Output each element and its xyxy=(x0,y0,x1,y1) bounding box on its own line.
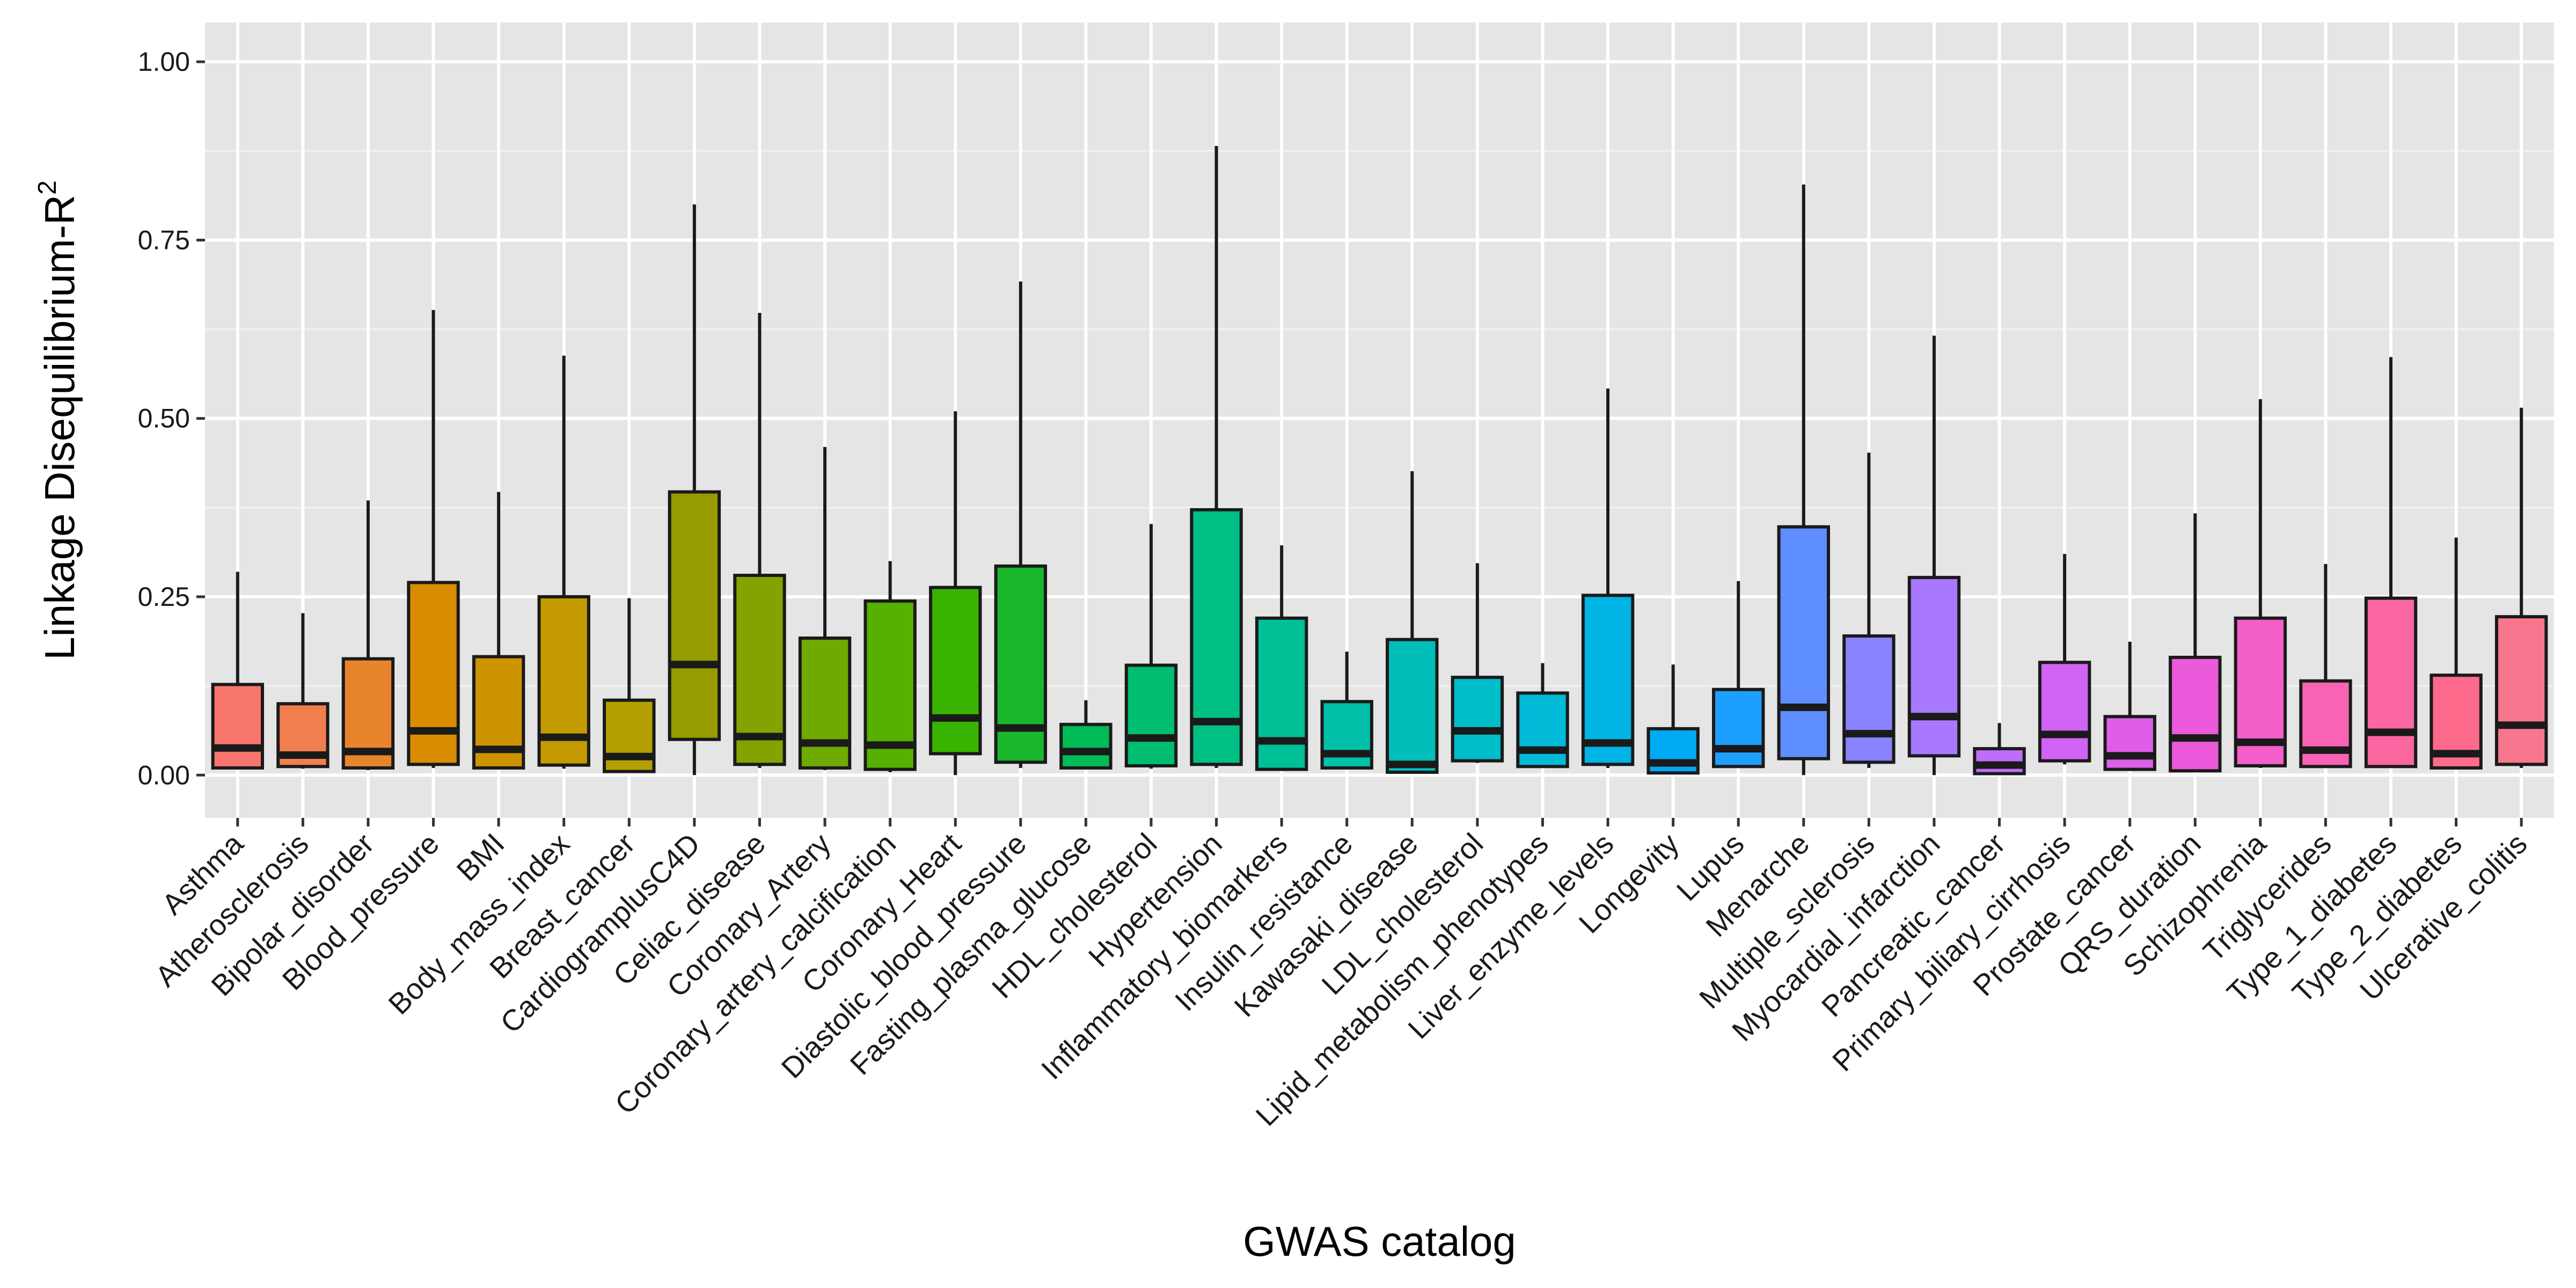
box-Coronary_Artery xyxy=(798,447,852,770)
box-Primary_biliary_cirrhosis xyxy=(2038,554,2091,765)
box-body xyxy=(1255,616,1308,771)
box-Inflammatory_biomarkers xyxy=(1255,545,1308,771)
y-tick-label: 0.75 xyxy=(138,225,190,255)
box-body xyxy=(798,636,852,770)
y-tick-label: 0.00 xyxy=(138,760,190,790)
box-body xyxy=(668,490,721,741)
box-Triglycerides xyxy=(2299,564,2352,769)
box-Breast_cancer xyxy=(603,598,656,773)
box-body xyxy=(2495,615,2548,766)
box-body xyxy=(211,683,264,770)
box-body xyxy=(1190,508,1243,766)
box-body xyxy=(863,599,917,771)
y-tick-label: 0.50 xyxy=(138,404,190,434)
box-HDL_cholesterol xyxy=(1124,524,1178,769)
box-Coronary_artery_calcification xyxy=(863,561,917,772)
box-Pancreatic_cancer xyxy=(1973,723,2026,775)
box-Type_2_diabetes xyxy=(2429,537,2483,770)
box-Asthma xyxy=(211,572,264,770)
box-body xyxy=(1386,638,1439,774)
box-body xyxy=(1973,747,2026,775)
box-body xyxy=(1124,663,1178,767)
box-Multiple_sclerosis xyxy=(1842,452,1896,768)
boxes xyxy=(211,145,2548,775)
box-body xyxy=(1581,594,1635,766)
box-Type_1_diabetes xyxy=(2364,357,2418,769)
box-Ulcerative_colitis xyxy=(2495,407,2548,768)
box-body xyxy=(1451,676,1504,763)
box-body xyxy=(2364,596,2418,769)
box-Longevity xyxy=(1646,664,1700,775)
box-Insulin_resistance xyxy=(1320,652,1373,770)
x-axis: AsthmaAtherosclerosisBipolar_disorderBlo… xyxy=(149,818,2534,1132)
box-LDL_cholesterol xyxy=(1451,563,1504,763)
box-body xyxy=(1059,722,1113,770)
box-Schizophrenia xyxy=(2234,399,2287,768)
grid-minor xyxy=(205,150,2554,687)
box-Celiac_disease xyxy=(733,312,786,768)
box-Hypertension xyxy=(1190,145,1243,768)
box-body xyxy=(1777,525,1830,760)
box-Atherosclerosis xyxy=(276,613,330,769)
box-Coronary_Heart xyxy=(929,411,982,775)
box-body xyxy=(1907,576,1961,758)
box-body xyxy=(1516,691,1569,769)
box-Prostate_cancer xyxy=(2103,641,2156,771)
box-body xyxy=(2038,661,2091,763)
y-axis-title-text: Linkage Disequilibrium-R xyxy=(36,195,83,660)
box-Body_mass_index xyxy=(537,355,590,769)
box-body xyxy=(603,698,656,773)
box-body xyxy=(994,564,1047,764)
box-Menarche xyxy=(1777,184,1830,775)
y-tick-label: 1.00 xyxy=(138,47,190,77)
box-Lupus xyxy=(1712,581,1765,769)
box-body xyxy=(929,586,982,756)
x-axis-title: GWAS catalog xyxy=(1243,1218,1516,1265)
y-tick-label: 0.25 xyxy=(138,582,190,612)
box-BMI xyxy=(472,492,525,770)
box-body xyxy=(407,581,460,766)
box-Lipid_metabolism_phenotypes xyxy=(1516,663,1569,769)
box-body xyxy=(1320,700,1373,770)
box-Liver_enzyme_levels xyxy=(1581,388,1635,768)
box-Fasting_plasma_glucose xyxy=(1059,700,1113,770)
box-QRS_duration xyxy=(2169,513,2222,773)
box-body xyxy=(1712,687,1765,769)
box-Blood_pressure xyxy=(407,310,460,768)
box-body xyxy=(1842,634,1896,764)
box-CardiogramplusC4D xyxy=(668,204,721,775)
box-Myocardial_infarction xyxy=(1907,335,1961,775)
box-body xyxy=(2169,655,2222,773)
box-Diastolic_blood_pressure xyxy=(994,281,1047,768)
box-Kawasaki_disease xyxy=(1386,471,1439,774)
y-axis-title-superscript: 2 xyxy=(33,180,62,195)
box-Bipolar_disorder xyxy=(341,500,395,770)
y-axis: 0.00 0.25 0.50 0.75 1.00 xyxy=(138,47,205,790)
box-body xyxy=(2103,715,2156,771)
y-axis-title: Linkage Disequilibrium-R2 xyxy=(33,180,83,660)
